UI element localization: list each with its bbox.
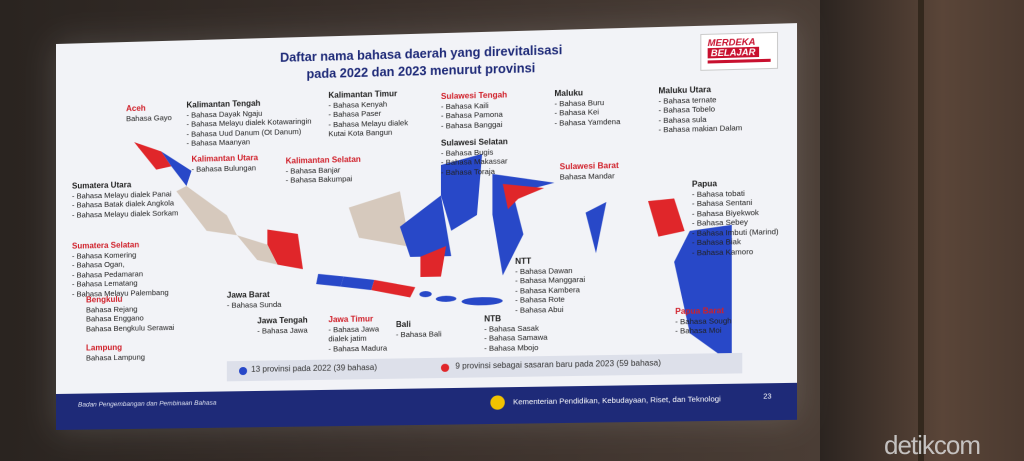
ministry-emblem-icon bbox=[490, 395, 504, 409]
language-item: - Bahasa Toraja bbox=[441, 166, 508, 177]
language-item: Bahasa Bengkulu Serawai bbox=[86, 322, 174, 333]
language-item: - Bahasa Sunda bbox=[227, 299, 282, 310]
footer-agency: Badan Pengembangan dan Pembinaan Bahasa bbox=[78, 400, 216, 409]
language-item: - Bahasa makian Dalam bbox=[658, 123, 742, 135]
language-item: - Bahasa Bulungan bbox=[191, 163, 258, 174]
projected-slide: Daftar nama bahasa daerah yang direvital… bbox=[56, 23, 797, 430]
province-name: Sulawesi Tengah bbox=[441, 90, 507, 101]
province-ntt: NTT - Bahasa Dawan - Bahasa Manggarai - … bbox=[515, 255, 585, 314]
page-number: 23 bbox=[763, 393, 771, 400]
map-sumatra-mid bbox=[176, 185, 237, 237]
map-kalimantan-west bbox=[349, 191, 410, 248]
map-jabar bbox=[316, 273, 344, 287]
province-malut: Maluku Utara - Bahasa ternate - Bahasa T… bbox=[658, 84, 742, 135]
language-item: - Bahasa Bakumpai bbox=[286, 174, 361, 185]
province-lampung: Lampung Bahasa Lampung bbox=[86, 342, 145, 362]
language-item: - Bahasa Kamoro bbox=[692, 246, 779, 257]
province-kaltim: Kalimantan Timur - Bahasa Kenyah - Bahas… bbox=[328, 89, 408, 139]
map-jatim bbox=[371, 279, 415, 298]
merdeka-belajar-logo: MERDEKA BELAJAR bbox=[700, 32, 778, 71]
footer-ministry: Kementerian Pendidikan, Kebudayaan, Rise… bbox=[513, 394, 721, 406]
province-sumut: Sumatera Utara - Bahasa Melayu dialek Pa… bbox=[72, 179, 178, 219]
map-ntb bbox=[436, 296, 457, 302]
language-item: - Bahasa Manggarai bbox=[515, 275, 585, 286]
province-name: Sulawesi Selatan bbox=[441, 137, 508, 148]
map-bali bbox=[419, 291, 431, 297]
province-bali: Bali - Bahasa Bali bbox=[396, 319, 442, 339]
slide-title: Daftar nama bahasa daerah yang direvital… bbox=[247, 41, 596, 85]
language-item: - Bahasa Madura bbox=[328, 343, 387, 354]
province-list: Aceh Bahasa Gayo Kalimantan Tengah - Bah… bbox=[56, 23, 797, 44]
language-item: - Bahasa Makassar bbox=[441, 156, 508, 167]
province-sulteng: Sulawesi Tengah - Bahasa Kaili - Bahasa … bbox=[441, 90, 507, 130]
province-sulsel: Sulawesi Selatan - Bahasa Bugis - Bahasa… bbox=[441, 137, 508, 177]
language-item: - Bahasa Sough bbox=[675, 316, 731, 327]
province-jabar: Jawa Barat - Bahasa Sunda bbox=[227, 290, 282, 310]
province-maluku: Maluku - Bahasa Buru - Bahasa Kei - Baha… bbox=[554, 87, 620, 127]
language-item: Bahasa Mandar bbox=[560, 171, 619, 182]
province-sumsel: Sumatera Selatan - Bahasa Komering - Bah… bbox=[72, 240, 169, 299]
province-kalsel: Kalimantan Selatan - Bahasa Banjar - Bah… bbox=[286, 155, 361, 186]
province-name: Kalimantan Timur bbox=[328, 89, 408, 101]
province-name: Jawa Tengah bbox=[257, 316, 307, 326]
language-item: Bahasa Lampung bbox=[86, 352, 145, 362]
language-item: - Bahasa Mbojo bbox=[484, 342, 547, 353]
map-jateng bbox=[341, 276, 375, 291]
wall-stripe bbox=[918, 0, 924, 461]
map-sumsel bbox=[267, 229, 303, 270]
province-jatim: Jawa Timur - Bahasa Jawa dialek jatim - … bbox=[328, 314, 387, 353]
language-item: - Bahasa Jawa bbox=[328, 324, 387, 335]
logo-underline bbox=[708, 59, 771, 64]
slide-footer: Badan Pengembangan dan Pembinaan Bahasa … bbox=[56, 383, 797, 430]
province-kalteng: Kalimantan Tengah - Bahasa Dayak Ngaju -… bbox=[186, 97, 311, 148]
detikcom-watermark: detikcom bbox=[884, 430, 980, 461]
province-papua: Papua - Bahasa tobati - Bahasa Sentani -… bbox=[692, 178, 779, 258]
map-ntt bbox=[462, 297, 503, 306]
language-item: Kutai Kota Bangun bbox=[328, 127, 408, 139]
province-name: Papua Barat bbox=[675, 306, 731, 317]
language-item: Bahasa Gayo bbox=[126, 113, 172, 124]
province-pabar: Papua Barat - Bahasa Sough - Bahasa Moi bbox=[675, 306, 731, 336]
logo-line-2: BELAJAR bbox=[708, 47, 759, 59]
province-aceh: Aceh Bahasa Gayo bbox=[126, 103, 172, 123]
language-item: - Bahasa Yamdena bbox=[554, 116, 620, 127]
province-ntb: NTB - Bahasa Sasak - Bahasa Samawa - Bah… bbox=[484, 313, 547, 353]
language-item: - Bahasa Jawa bbox=[257, 325, 307, 335]
province-bengkulu: Bengkulu Bahasa Rejang Bahasa Enggano Ba… bbox=[86, 294, 174, 334]
province-kalut: Kalimantan Utara - Bahasa Bulungan bbox=[191, 153, 258, 174]
language-item: - Bahasa Moi bbox=[675, 325, 731, 336]
province-sulbar: Sulawesi Barat Bahasa Mandar bbox=[560, 161, 619, 182]
language-item: - Bahasa Samawa bbox=[484, 333, 547, 344]
map-maluku bbox=[586, 202, 607, 253]
language-item: - Bahasa Banggai bbox=[441, 119, 507, 130]
map-pabar bbox=[648, 198, 685, 237]
province-jateng: Jawa Tengah - Bahasa Jawa bbox=[257, 316, 307, 336]
language-item: - Bahasa Bali bbox=[396, 329, 442, 339]
province-name: Kalimantan Selatan bbox=[286, 155, 361, 166]
